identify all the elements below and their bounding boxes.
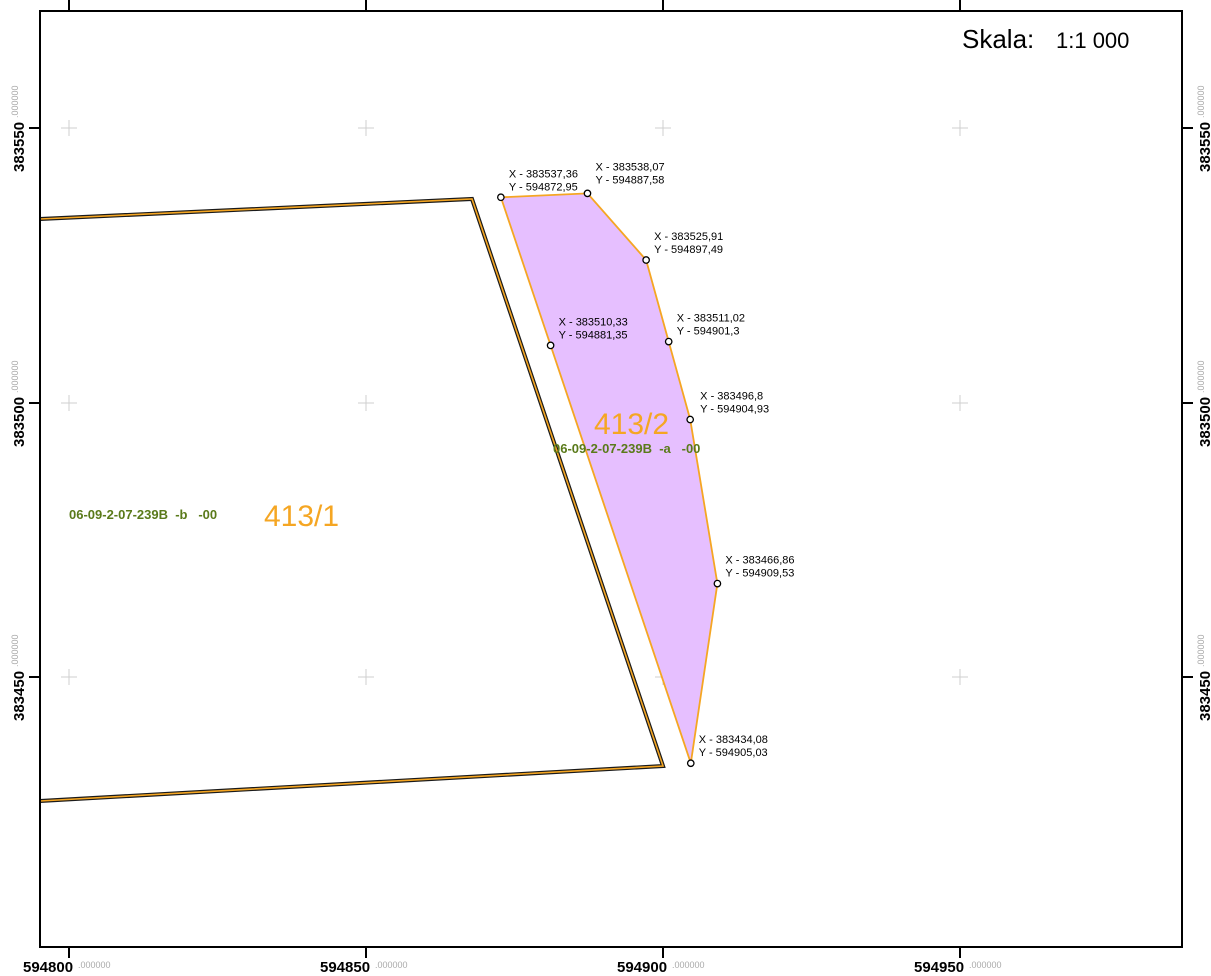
- scale-label: Skala:: [962, 24, 1034, 54]
- y-tick-label-right: 383550: [1197, 122, 1211, 172]
- x-tick-label: 594850: [320, 959, 370, 976]
- x-tick-minor: .000000: [375, 960, 408, 970]
- vertex-y-label: Y - 594881,35: [559, 329, 628, 341]
- vertex-point[interactable]: [497, 193, 505, 202]
- vertex-point[interactable]: [546, 341, 555, 350]
- vertex-x-label: X - 383511,02: [677, 313, 745, 325]
- y-tick-minor-left: .000000: [10, 360, 20, 393]
- y-tick-label-left: 383550: [11, 122, 28, 172]
- parcel-413-1-outline-inner: [39, 198, 665, 802]
- vertex-y-label: Y - 594901,3: [677, 326, 740, 338]
- y-tick-label-right: 383500: [1197, 397, 1211, 447]
- parcel-413-2-polygon[interactable]: [499, 192, 719, 764]
- vertex-point[interactable]: [686, 759, 695, 768]
- y-tick-label-left: 383500: [11, 397, 28, 447]
- vertex-point[interactable]: [713, 579, 722, 588]
- vertex-y-label: Y - 594897,49: [654, 244, 723, 256]
- x-tick-minor: .000000: [969, 960, 1002, 970]
- vertex-group: X - 383537,36Y - 594872,95X - 383538,07Y…: [497, 161, 795, 768]
- vertex-y-label: Y - 594904,93: [700, 404, 769, 416]
- parcel-413-1-code: 06-09-2-07-239B -b -00: [69, 507, 217, 522]
- y-tick-minor-right: .000000: [1196, 85, 1206, 118]
- x-tick-minor: .000000: [672, 960, 705, 970]
- vertex-x-label: X - 383496,8: [700, 391, 763, 403]
- vertex-y-label: Y - 594909,53: [725, 568, 794, 580]
- y-tick-minor-left: .000000: [10, 634, 20, 667]
- x-tick-minor: .000000: [78, 960, 111, 970]
- vertex-x-label: X - 383510,33: [559, 316, 628, 328]
- vertex-y-label: Y - 594887,58: [595, 174, 664, 186]
- vertex-point[interactable]: [642, 256, 650, 264]
- parcel-413-1-number: 413/1: [264, 500, 339, 533]
- vertex-point[interactable]: [686, 415, 695, 424]
- y-tick-label-right: 383450: [1197, 671, 1211, 721]
- y-tick-minor-right: .000000: [1196, 360, 1206, 393]
- vertex-y-label: Y - 594905,03: [699, 747, 768, 759]
- vertex-x-label: X - 383538,07: [595, 161, 664, 173]
- y-tick-minor-left: .000000: [10, 85, 20, 118]
- vertex-x-label: X - 383525,91: [654, 231, 723, 243]
- vertex-point[interactable]: [664, 337, 673, 346]
- vertex-point[interactable]: [583, 189, 592, 198]
- vertex-x-label: X - 383537,36: [509, 168, 578, 180]
- y-tick-label-left: 383450: [11, 671, 28, 721]
- parcel-413-2-number: 413/2: [594, 408, 669, 441]
- parcel-413-2-code: 06-09-2-07-239B -a -00: [553, 441, 700, 456]
- vertex-x-label: X - 383434,08: [699, 734, 768, 746]
- x-tick-label: 594950: [914, 959, 964, 976]
- scale-value: 1:1 000: [1056, 28, 1129, 53]
- x-tick-label: 594800: [23, 959, 73, 976]
- axis-group: 594800 .000000 594850 .000000 594900 .000000 5…: [10, 0, 1211, 976]
- vertex-y-label: Y - 594872,95: [509, 181, 578, 193]
- vertex-x-label: X - 383466,86: [725, 555, 794, 567]
- x-tick-label: 594900: [617, 959, 667, 976]
- y-tick-minor-right: .000000: [1196, 634, 1206, 667]
- map-frame: [39, 10, 1183, 948]
